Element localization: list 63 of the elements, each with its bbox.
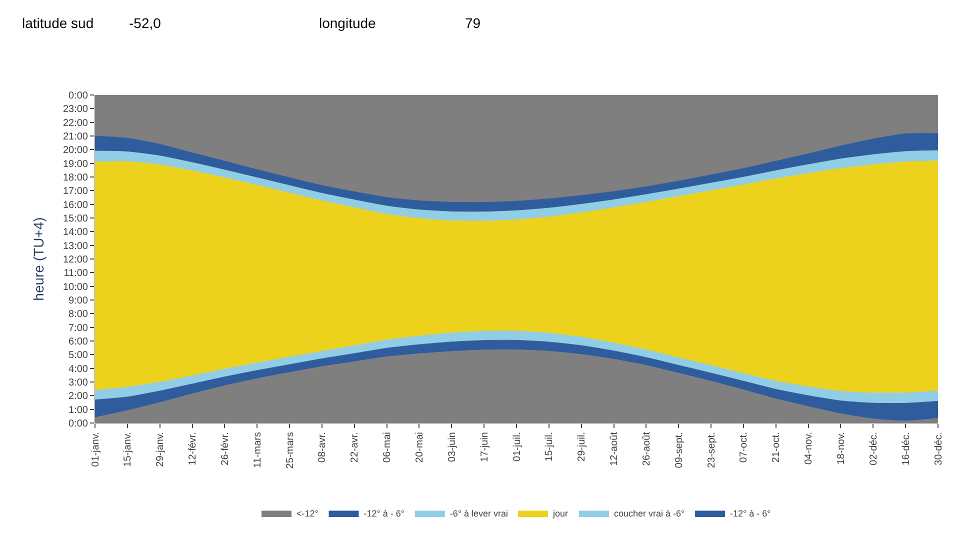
legend-label: coucher vrai à -6° bbox=[614, 508, 686, 518]
text: 79 bbox=[465, 15, 481, 31]
y-tick-label: 4:00 bbox=[68, 364, 88, 375]
y-tick-label: 13:00 bbox=[62, 240, 88, 252]
x-tick-label: 01-janv. bbox=[90, 432, 102, 467]
y-tick-label: 12:00 bbox=[62, 254, 88, 266]
y-tick-label: 23:00 bbox=[62, 104, 88, 116]
x-tick-label: 02-déc. bbox=[868, 432, 880, 466]
x-tick-label: 11-mars bbox=[252, 432, 264, 468]
x-tick-label: 01-juil. bbox=[512, 432, 523, 462]
x-tick-label: 22-avr. bbox=[350, 432, 361, 463]
x-tick-label: 16-déc. bbox=[900, 432, 912, 466]
y-tick-label: 9:00 bbox=[68, 296, 88, 306]
y-tick-label: 1:00 bbox=[68, 404, 88, 416]
x-tick-label: 15-janv. bbox=[122, 432, 134, 467]
x-tick-label: 07-oct. bbox=[738, 432, 750, 463]
y-tick-label: 16:00 bbox=[62, 200, 88, 211]
x-tick-label: 12-août bbox=[609, 432, 620, 466]
y-tick-label: 5:00 bbox=[68, 350, 88, 362]
y-tick-label: 18:00 bbox=[62, 172, 88, 184]
x-tick-label: 20-mai bbox=[414, 432, 426, 463]
y-tick-label: 11:00 bbox=[64, 268, 88, 280]
y-tick-label: 3:00 bbox=[68, 378, 88, 388]
x-tick-label: 12-févr. bbox=[188, 432, 199, 466]
text: longitude bbox=[319, 15, 376, 31]
y-tick-label: 0:00 bbox=[68, 418, 88, 430]
legend-label: jour bbox=[552, 508, 568, 518]
legend-label: <-12° bbox=[296, 508, 319, 518]
x-tick-label: 18-nov. bbox=[836, 432, 847, 465]
x-tick-label: 04-nov. bbox=[804, 432, 815, 465]
x-tick-label: 30-déc. bbox=[933, 432, 944, 466]
x-tick-label: 08-avr. bbox=[317, 432, 328, 463]
y-tick-label: 20:00 bbox=[62, 145, 88, 156]
x-tick-label: 17-juin bbox=[479, 432, 490, 462]
y-tick-label: 7:00 bbox=[68, 322, 88, 334]
x-tick-label: 03-juin bbox=[446, 432, 458, 462]
y-tick-label: 22:00 bbox=[62, 118, 88, 129]
y-tick-label: 10:00 bbox=[62, 282, 88, 293]
legend-label: -6° à lever vrai bbox=[450, 508, 508, 518]
x-tick-label: 26-févr. bbox=[220, 432, 231, 466]
y-tick-label: 6:00 bbox=[68, 336, 88, 348]
y-tick-label: 0:00 bbox=[68, 90, 88, 102]
y-tick-label: 14:00 bbox=[62, 227, 88, 238]
y-tick-label: 2:00 bbox=[68, 391, 88, 402]
y-tick-label: 15:00 bbox=[62, 214, 88, 224]
legend-label: -12° à - 6° bbox=[730, 508, 772, 518]
y-tick-label: 19:00 bbox=[62, 158, 88, 170]
y-tick-label: 8:00 bbox=[68, 309, 88, 320]
y-tick-label: 17:00 bbox=[62, 186, 88, 198]
x-tick-label: 25-mars bbox=[284, 432, 296, 469]
x-tick-label: 06-mai bbox=[382, 432, 394, 463]
x-tick-label: 15-juil. bbox=[544, 432, 556, 462]
y-axis-title: heure (TU+4) bbox=[30, 217, 47, 301]
x-tick-label: 29-janv. bbox=[155, 432, 166, 467]
x-tick-label: 21-oct. bbox=[771, 432, 782, 463]
x-tick-label: 23-sept. bbox=[706, 432, 718, 468]
x-tick-label: 26-août bbox=[641, 432, 652, 466]
text: -52,0 bbox=[129, 15, 162, 31]
x-tick-label: 29-juil. bbox=[576, 432, 588, 462]
x-tick-label: 09-sept. bbox=[674, 432, 685, 468]
text: latitude sud bbox=[22, 15, 94, 31]
legend-label: -12° à - 6° bbox=[364, 508, 405, 518]
y-tick-label: 21:00 bbox=[62, 132, 88, 142]
